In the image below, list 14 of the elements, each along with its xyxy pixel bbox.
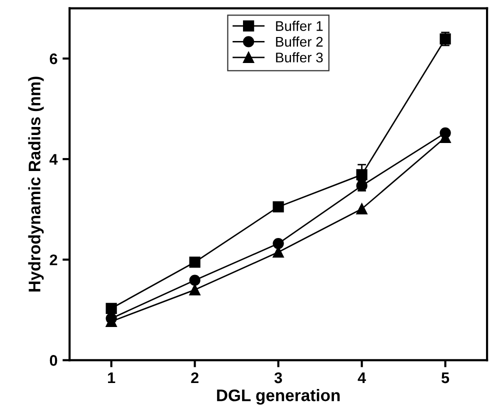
y-tick-label: 0 <box>50 355 58 366</box>
y-axis-title: Hydrodynamic Radius (nm) <box>28 76 44 292</box>
legend-label: Buffer 2 <box>276 36 323 47</box>
y-tick-label: 2 <box>50 254 58 266</box>
y-tick-label: 6 <box>50 53 58 64</box>
legend-label: Buffer 3 <box>276 52 323 62</box>
x-axis-title: DGL generation <box>217 389 340 405</box>
x-tick-label: 1 <box>108 372 116 384</box>
x-tick-label: 3 <box>274 372 282 384</box>
x-tick-label: 5 <box>442 372 450 384</box>
legend-label: Buffer 1 <box>276 20 323 31</box>
x-tick-label: 4 <box>358 372 366 384</box>
y-tick-label: 4 <box>50 154 58 165</box>
x-tick-label: 2 <box>191 372 198 384</box>
